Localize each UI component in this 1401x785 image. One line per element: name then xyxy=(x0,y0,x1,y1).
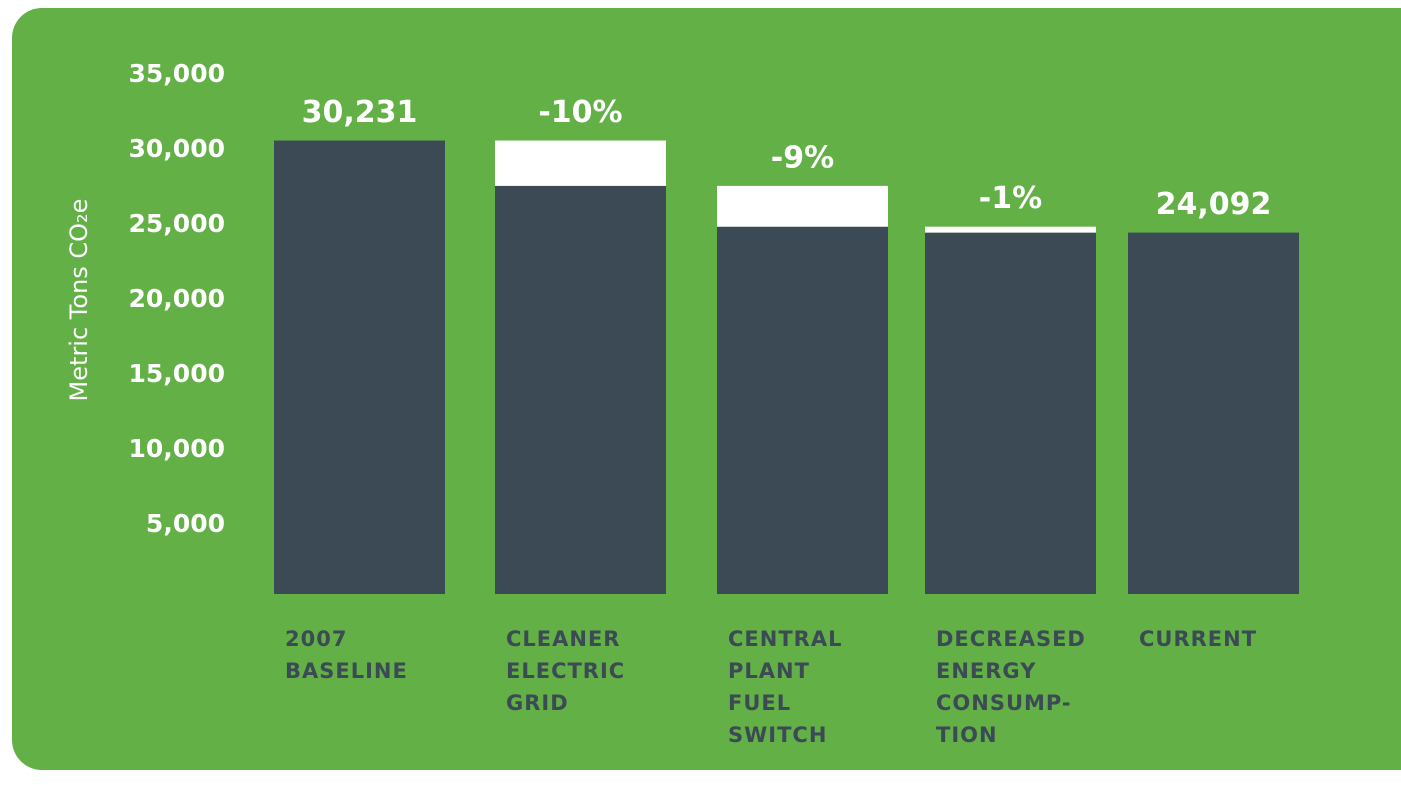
y-tick-label: 30,000 xyxy=(129,134,225,163)
x-tick-label: CONSUMP- xyxy=(936,691,1072,715)
bar-segment xyxy=(925,232,1096,594)
bar-segment xyxy=(495,185,666,594)
y-tick-label: 20,000 xyxy=(129,284,225,313)
data-label: 30,231 xyxy=(302,95,418,130)
x-tick-label: CLEANER xyxy=(506,627,620,651)
x-tick-label: 2007 xyxy=(285,627,347,651)
bar-segment xyxy=(1128,232,1299,594)
x-tick-label: DECREASED xyxy=(936,627,1086,651)
bar-segment xyxy=(925,226,1096,233)
x-tick-label: SWITCH xyxy=(728,723,827,747)
x-tick-label: BASELINE xyxy=(285,659,408,683)
y-axis-label: Metric Tons CO₂e xyxy=(65,199,93,402)
data-label: -10% xyxy=(538,95,622,130)
bar-segment xyxy=(495,140,666,186)
bar-segment xyxy=(274,140,445,594)
y-tick-label: 10,000 xyxy=(129,434,225,463)
x-tick-label: CENTRAL xyxy=(728,627,842,651)
y-tick-label: 15,000 xyxy=(129,359,225,388)
x-tick-label: GRID xyxy=(506,691,569,715)
y-tick-label: 5,000 xyxy=(146,509,225,538)
bar-segment xyxy=(717,185,888,227)
bar-segment xyxy=(717,226,888,594)
data-label: -9% xyxy=(771,140,834,175)
x-tick-label: CURRENT xyxy=(1139,627,1257,651)
x-tick-label: ELECTRIC xyxy=(506,659,625,683)
x-tick-label: PLANT xyxy=(728,659,810,683)
y-tick-label: 25,000 xyxy=(129,209,225,238)
x-tick-label: TION xyxy=(936,723,998,747)
data-label: 24,092 xyxy=(1156,187,1272,222)
data-label: -1% xyxy=(979,181,1042,216)
x-tick-label: FUEL xyxy=(728,691,791,715)
x-tick-label: ENERGY xyxy=(936,659,1036,683)
y-tick-label: 35,000 xyxy=(129,59,225,88)
